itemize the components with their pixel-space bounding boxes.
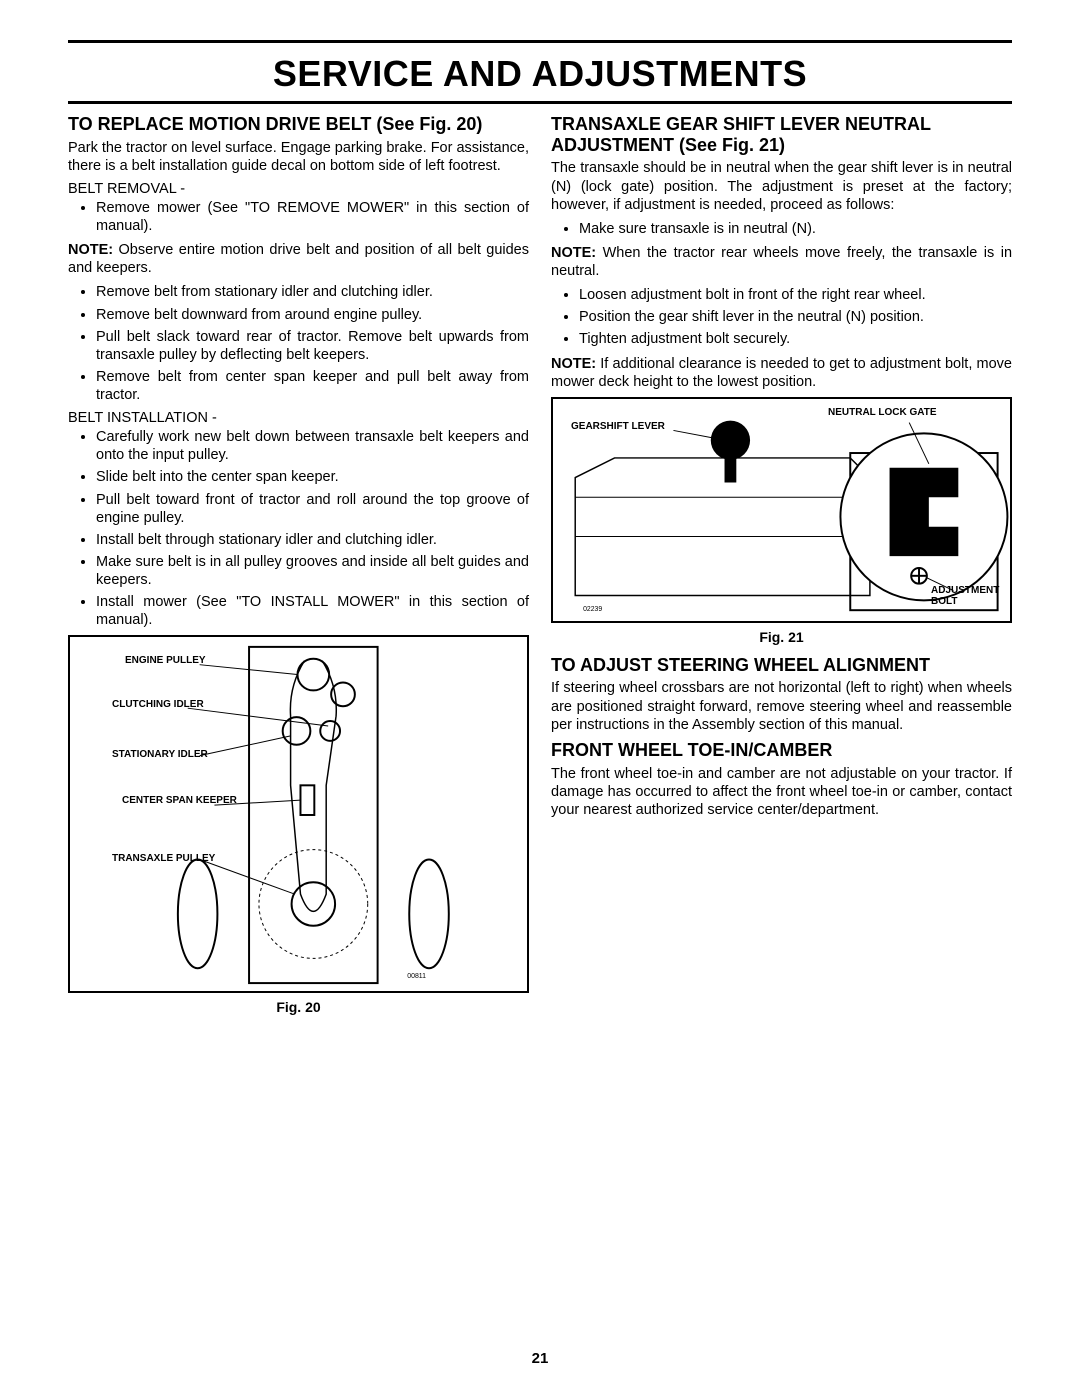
page: SERVICE AND ADJUSTMENTS TO REPLACE MOTIO… xyxy=(0,0,1080,1397)
list-item: Carefully work new belt down between tra… xyxy=(96,428,529,464)
left-column: TO REPLACE MOTION DRIVE BELT (See Fig. 2… xyxy=(68,114,529,1015)
list-item: Position the gear shift lever in the neu… xyxy=(579,308,1012,326)
list-item: Install belt through stationary idler an… xyxy=(96,531,529,549)
left-intro: Park the tractor on level surface. Engag… xyxy=(68,139,529,175)
fig21-label-adj-bolt: ADJUSTMENT BOLT xyxy=(931,585,1010,607)
right-column: TRANSAXLE GEAR SHIFT LEVER NEUTRAL ADJUS… xyxy=(551,114,1012,1015)
list-item: Remove belt from center span keeper and … xyxy=(96,368,529,404)
note-text: Observe entire motion drive belt and pos… xyxy=(68,242,529,276)
right-note-2: NOTE: If additional clearance is needed … xyxy=(551,355,1012,391)
note-text: When the tractor rear wheels move freely… xyxy=(551,245,1012,279)
page-title: SERVICE AND ADJUSTMENTS xyxy=(68,53,1012,95)
list-item: Install mower (See "TO INSTALL MOWER" in… xyxy=(96,593,529,629)
list-item: Slide belt into the center span keeper. xyxy=(96,468,529,486)
fig20-label-stationary-idler: STATIONARY IDLER xyxy=(112,749,208,760)
note-label: NOTE: xyxy=(551,356,596,372)
right-para-2: If steering wheel crossbars are not hori… xyxy=(551,679,1012,733)
list-item: Make sure transaxle is in neutral (N). xyxy=(579,220,1012,238)
belt-removal-label: BELT REMOVAL - xyxy=(68,181,529,197)
list-item: Pull belt toward front of tractor and ro… xyxy=(96,491,529,527)
right-list-1b: Loosen adjustment bolt in front of the r… xyxy=(551,286,1012,348)
right-para-3: The front wheel toe-in and camber are no… xyxy=(551,765,1012,819)
note-text: If additional clearance is needed to get… xyxy=(551,356,1012,390)
right-list-1a: Make sure transaxle is in neutral (N). xyxy=(551,220,1012,238)
columns: TO REPLACE MOTION DRIVE BELT (See Fig. 2… xyxy=(68,114,1012,1015)
title-rule xyxy=(68,101,1012,104)
figure-21-caption: Fig. 21 xyxy=(551,629,1012,645)
figure-20: 00811 ENGINE PULLEY CLUTCHING IDLER STAT… xyxy=(68,635,529,993)
right-intro-1: The transaxle should be in neutral when … xyxy=(551,159,1012,213)
list-item: Remove belt from stationary idler and cl… xyxy=(96,283,529,301)
figure-20-svg: 00811 xyxy=(70,637,527,991)
list-item: Remove belt downward from around engine … xyxy=(96,306,529,324)
right-note-1: NOTE: When the tractor rear wheels move … xyxy=(551,244,1012,280)
fig21-label-neutral-gate: NEUTRAL LOCK GATE xyxy=(828,407,937,418)
fig20-label-transaxle-pulley: TRANSAXLE PULLEY xyxy=(112,853,215,864)
fig21-label-gearshift: GEARSHIFT LEVER xyxy=(571,421,665,432)
fig20-label-engine-pulley: ENGINE PULLEY xyxy=(125,655,206,666)
removal-list-2: Remove belt from stationary idler and cl… xyxy=(68,283,529,404)
note-label: NOTE: xyxy=(551,245,596,261)
fig20-label-center-span: CENTER SPAN KEEPER xyxy=(122,795,237,806)
right-heading-3: FRONT WHEEL TOE-IN/CAMBER xyxy=(551,740,1012,761)
page-number: 21 xyxy=(0,1350,1080,1367)
left-heading: TO REPLACE MOTION DRIVE BELT (See Fig. 2… xyxy=(68,114,529,135)
note-label: NOTE: xyxy=(68,242,113,258)
right-heading-2: TO ADJUST STEERING WHEEL ALIGNMENT xyxy=(551,655,1012,676)
list-item: Pull belt slack toward rear of tractor. … xyxy=(96,328,529,364)
figure-20-caption: Fig. 20 xyxy=(68,999,529,1015)
right-heading-1: TRANSAXLE GEAR SHIFT LEVER NEUTRAL ADJUS… xyxy=(551,114,1012,155)
removal-list-1: Remove mower (See "TO REMOVE MOWER" in t… xyxy=(68,199,529,235)
left-note-1: NOTE: Observe entire motion drive belt a… xyxy=(68,241,529,277)
install-list: Carefully work new belt down between tra… xyxy=(68,428,529,629)
figure-21: 02239 GEARSHIFT LEVER NEUTRAL LOCK GATE … xyxy=(551,397,1012,623)
fig20-label-clutching-idler: CLUTCHING IDLER xyxy=(112,699,204,710)
list-item: Loosen adjustment bolt in front of the r… xyxy=(579,286,1012,304)
list-item: Remove mower (See "TO REMOVE MOWER" in t… xyxy=(96,199,529,235)
svg-text:00811: 00811 xyxy=(407,974,426,981)
list-item: Make sure belt is in all pulley grooves … xyxy=(96,553,529,589)
top-rule xyxy=(68,40,1012,43)
svg-text:02239: 02239 xyxy=(583,606,602,613)
list-item: Tighten adjustment bolt securely. xyxy=(579,330,1012,348)
belt-install-label: BELT INSTALLATION - xyxy=(68,410,529,426)
